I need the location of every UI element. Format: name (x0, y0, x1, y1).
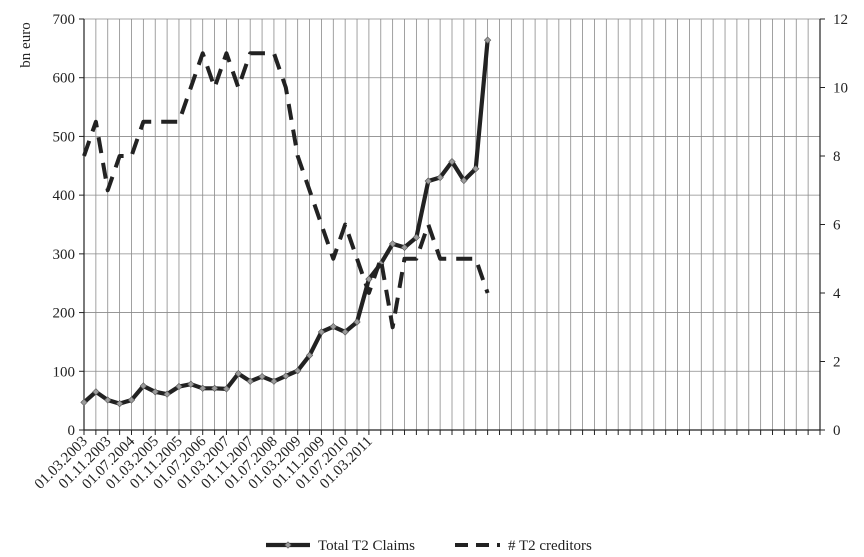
data-point-marker (270, 377, 278, 385)
data-point-marker (222, 385, 231, 393)
data-point-marker (234, 370, 242, 378)
axes (79, 18, 825, 435)
data-point-marker (175, 382, 183, 391)
y-right-tick-label: 6 (833, 218, 841, 234)
data-point-marker (282, 372, 290, 380)
y-left-tick-label: 400 (53, 188, 76, 204)
data-point-marker (353, 318, 361, 326)
data-point-marker (187, 380, 195, 388)
legend-label-total-t2-claims: Total T2 Claims (318, 538, 415, 554)
data-point-marker (139, 382, 147, 390)
legend-label-t2-creditors: # T2 creditors (508, 538, 592, 554)
y-left-tick-label: 600 (53, 71, 76, 87)
data-point-marker (448, 158, 456, 166)
y-right-tick-label: 8 (833, 149, 841, 165)
data-point-marker (472, 165, 480, 173)
series (80, 36, 492, 408)
data-point-marker (163, 390, 171, 398)
data-point-marker (436, 173, 444, 182)
data-point-marker (115, 399, 124, 408)
y-right-tick-label: 0 (833, 423, 841, 439)
data-point-marker (92, 388, 100, 396)
data-point-marker (199, 384, 207, 392)
y-right-tick-label: 12 (833, 12, 848, 28)
data-point-marker (329, 323, 337, 331)
y-axis-title: bn euro (18, 22, 34, 67)
data-point-marker (305, 351, 314, 360)
data-point-marker (80, 398, 88, 407)
data-point-marker (246, 377, 254, 385)
y-right-tick-label: 4 (833, 286, 841, 302)
y-left-tick-label: 100 (53, 364, 76, 380)
data-point-marker (151, 388, 159, 396)
series-line-t2-creditors (82, 51, 490, 330)
data-point-marker (127, 396, 136, 404)
y-left-tick-label: 700 (53, 12, 76, 28)
data-point-marker (424, 177, 432, 185)
legend-marker (284, 541, 292, 549)
y-left-tick-label: 0 (68, 423, 76, 439)
y-left-tick-label: 200 (53, 306, 76, 322)
data-point-marker (460, 176, 468, 185)
grid (84, 18, 821, 430)
legend: Total T2 Claims # T2 creditors (266, 538, 592, 554)
data-point-marker (104, 396, 112, 404)
data-point-marker (483, 36, 492, 44)
y-left-tick-label: 500 (53, 129, 76, 145)
data-point-marker (400, 243, 409, 252)
data-point-marker (317, 328, 326, 336)
data-point-marker (258, 372, 266, 381)
y-right-tick-label: 2 (833, 355, 841, 371)
data-point-marker (389, 240, 397, 248)
data-point-marker (365, 275, 373, 283)
data-point-marker (341, 328, 349, 336)
y-right-tick-label: 10 (833, 81, 848, 97)
data-point-marker (294, 367, 302, 375)
y-left-tick-label: 300 (53, 247, 76, 263)
data-point-marker (412, 233, 421, 242)
data-point-marker (210, 384, 219, 392)
